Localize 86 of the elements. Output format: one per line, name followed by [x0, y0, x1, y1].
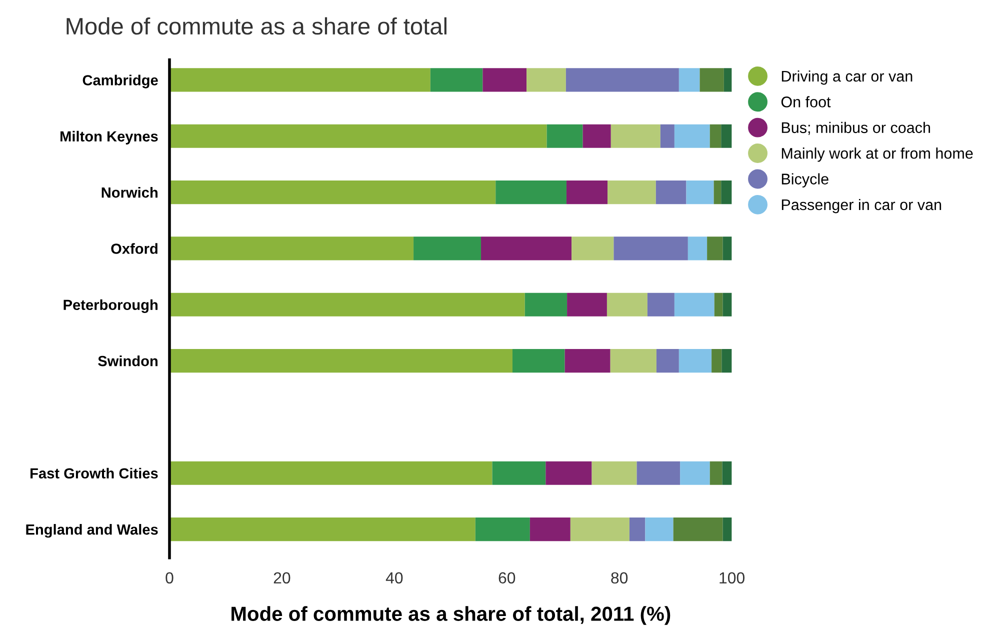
- bar: [674, 292, 714, 316]
- bar: [610, 348, 656, 373]
- x-tick-label: 20: [274, 572, 290, 584]
- bar: [606, 292, 648, 316]
- bar: [546, 124, 583, 148]
- legend-label: On foot: [781, 96, 831, 108]
- bar: [566, 68, 679, 92]
- bar: [707, 236, 723, 260]
- bar: [656, 348, 679, 373]
- bar: [414, 236, 482, 260]
- y-tick-label: Peterborough: [64, 299, 158, 313]
- bar: [169, 348, 512, 373]
- y-tick-label: Oxford: [111, 243, 158, 254]
- legend-label: Bus; minibus or coach: [782, 122, 930, 135]
- bar: [660, 124, 674, 148]
- bar: [608, 180, 656, 204]
- bar: [570, 517, 630, 542]
- legend-label: Mainly work at or from home: [782, 148, 973, 162]
- bar: [169, 236, 414, 260]
- x-tick-label: 100: [720, 572, 744, 584]
- bar: [674, 124, 710, 148]
- bar: [496, 180, 566, 204]
- bar: [524, 292, 568, 316]
- bar: [512, 348, 565, 373]
- y-tick-label: Swindon: [98, 356, 158, 366]
- bar: [710, 124, 722, 148]
- bar: [530, 517, 570, 542]
- x-axis-title: Mode of commute as a share of total, 2011 (%): [232, 606, 670, 625]
- bar: [481, 236, 572, 260]
- bar: [636, 461, 680, 485]
- bar: [492, 461, 546, 485]
- legend-label: Driving a car or van: [782, 70, 912, 85]
- y-tick-label: Norwich: [102, 187, 158, 198]
- chart-title: Mode of commute as a share of total: [66, 17, 446, 35]
- bar: [678, 68, 700, 92]
- bar: [582, 124, 611, 148]
- bar: [566, 180, 608, 204]
- bar: [722, 461, 732, 485]
- bar: [722, 292, 732, 316]
- bar: [567, 292, 607, 316]
- bar: [722, 348, 732, 373]
- y-tick-label: Milton Keynes: [60, 130, 158, 144]
- bar: [724, 68, 732, 92]
- bar: [686, 180, 714, 204]
- bar: [169, 124, 547, 148]
- legend-label: Passenger in car or van: [782, 198, 942, 214]
- bar: [475, 517, 530, 542]
- bar: [546, 461, 592, 485]
- y-tick-label: Cambridge: [82, 74, 158, 88]
- bar: [169, 292, 525, 316]
- x-tick-label: 40: [386, 572, 403, 584]
- bar: [169, 461, 492, 485]
- bar: [169, 180, 496, 204]
- bar: [721, 124, 732, 148]
- bar: [722, 236, 732, 260]
- bar: [722, 517, 732, 542]
- bar: [647, 292, 674, 316]
- x-tick-label: 0: [166, 572, 174, 584]
- bar: [712, 348, 722, 373]
- bar: [482, 68, 527, 92]
- bar: [710, 461, 722, 485]
- bar: [592, 461, 637, 485]
- bar: [572, 236, 614, 260]
- bar: [169, 68, 430, 92]
- bar: [656, 180, 686, 204]
- bar: [680, 461, 710, 485]
- bar: [430, 68, 483, 92]
- bar: [714, 180, 722, 204]
- y-tick-label: Fast Growth Cities: [30, 468, 158, 479]
- bar: [614, 236, 688, 260]
- bar: [678, 348, 712, 373]
- legend-label: Bicycle: [782, 173, 828, 188]
- bar: [721, 180, 732, 204]
- bar: [688, 236, 708, 260]
- bar: [700, 68, 724, 92]
- bar: [714, 292, 723, 316]
- bar: [526, 68, 566, 92]
- bar: [673, 517, 723, 542]
- y-tick-label: England and Wales: [26, 524, 158, 538]
- x-tick-label: 80: [611, 572, 628, 584]
- bar: [169, 517, 476, 542]
- x-tick-label: 60: [498, 572, 516, 584]
- bar: [645, 517, 674, 542]
- bar: [629, 517, 646, 542]
- bar: [564, 348, 610, 373]
- bar: [610, 124, 660, 148]
